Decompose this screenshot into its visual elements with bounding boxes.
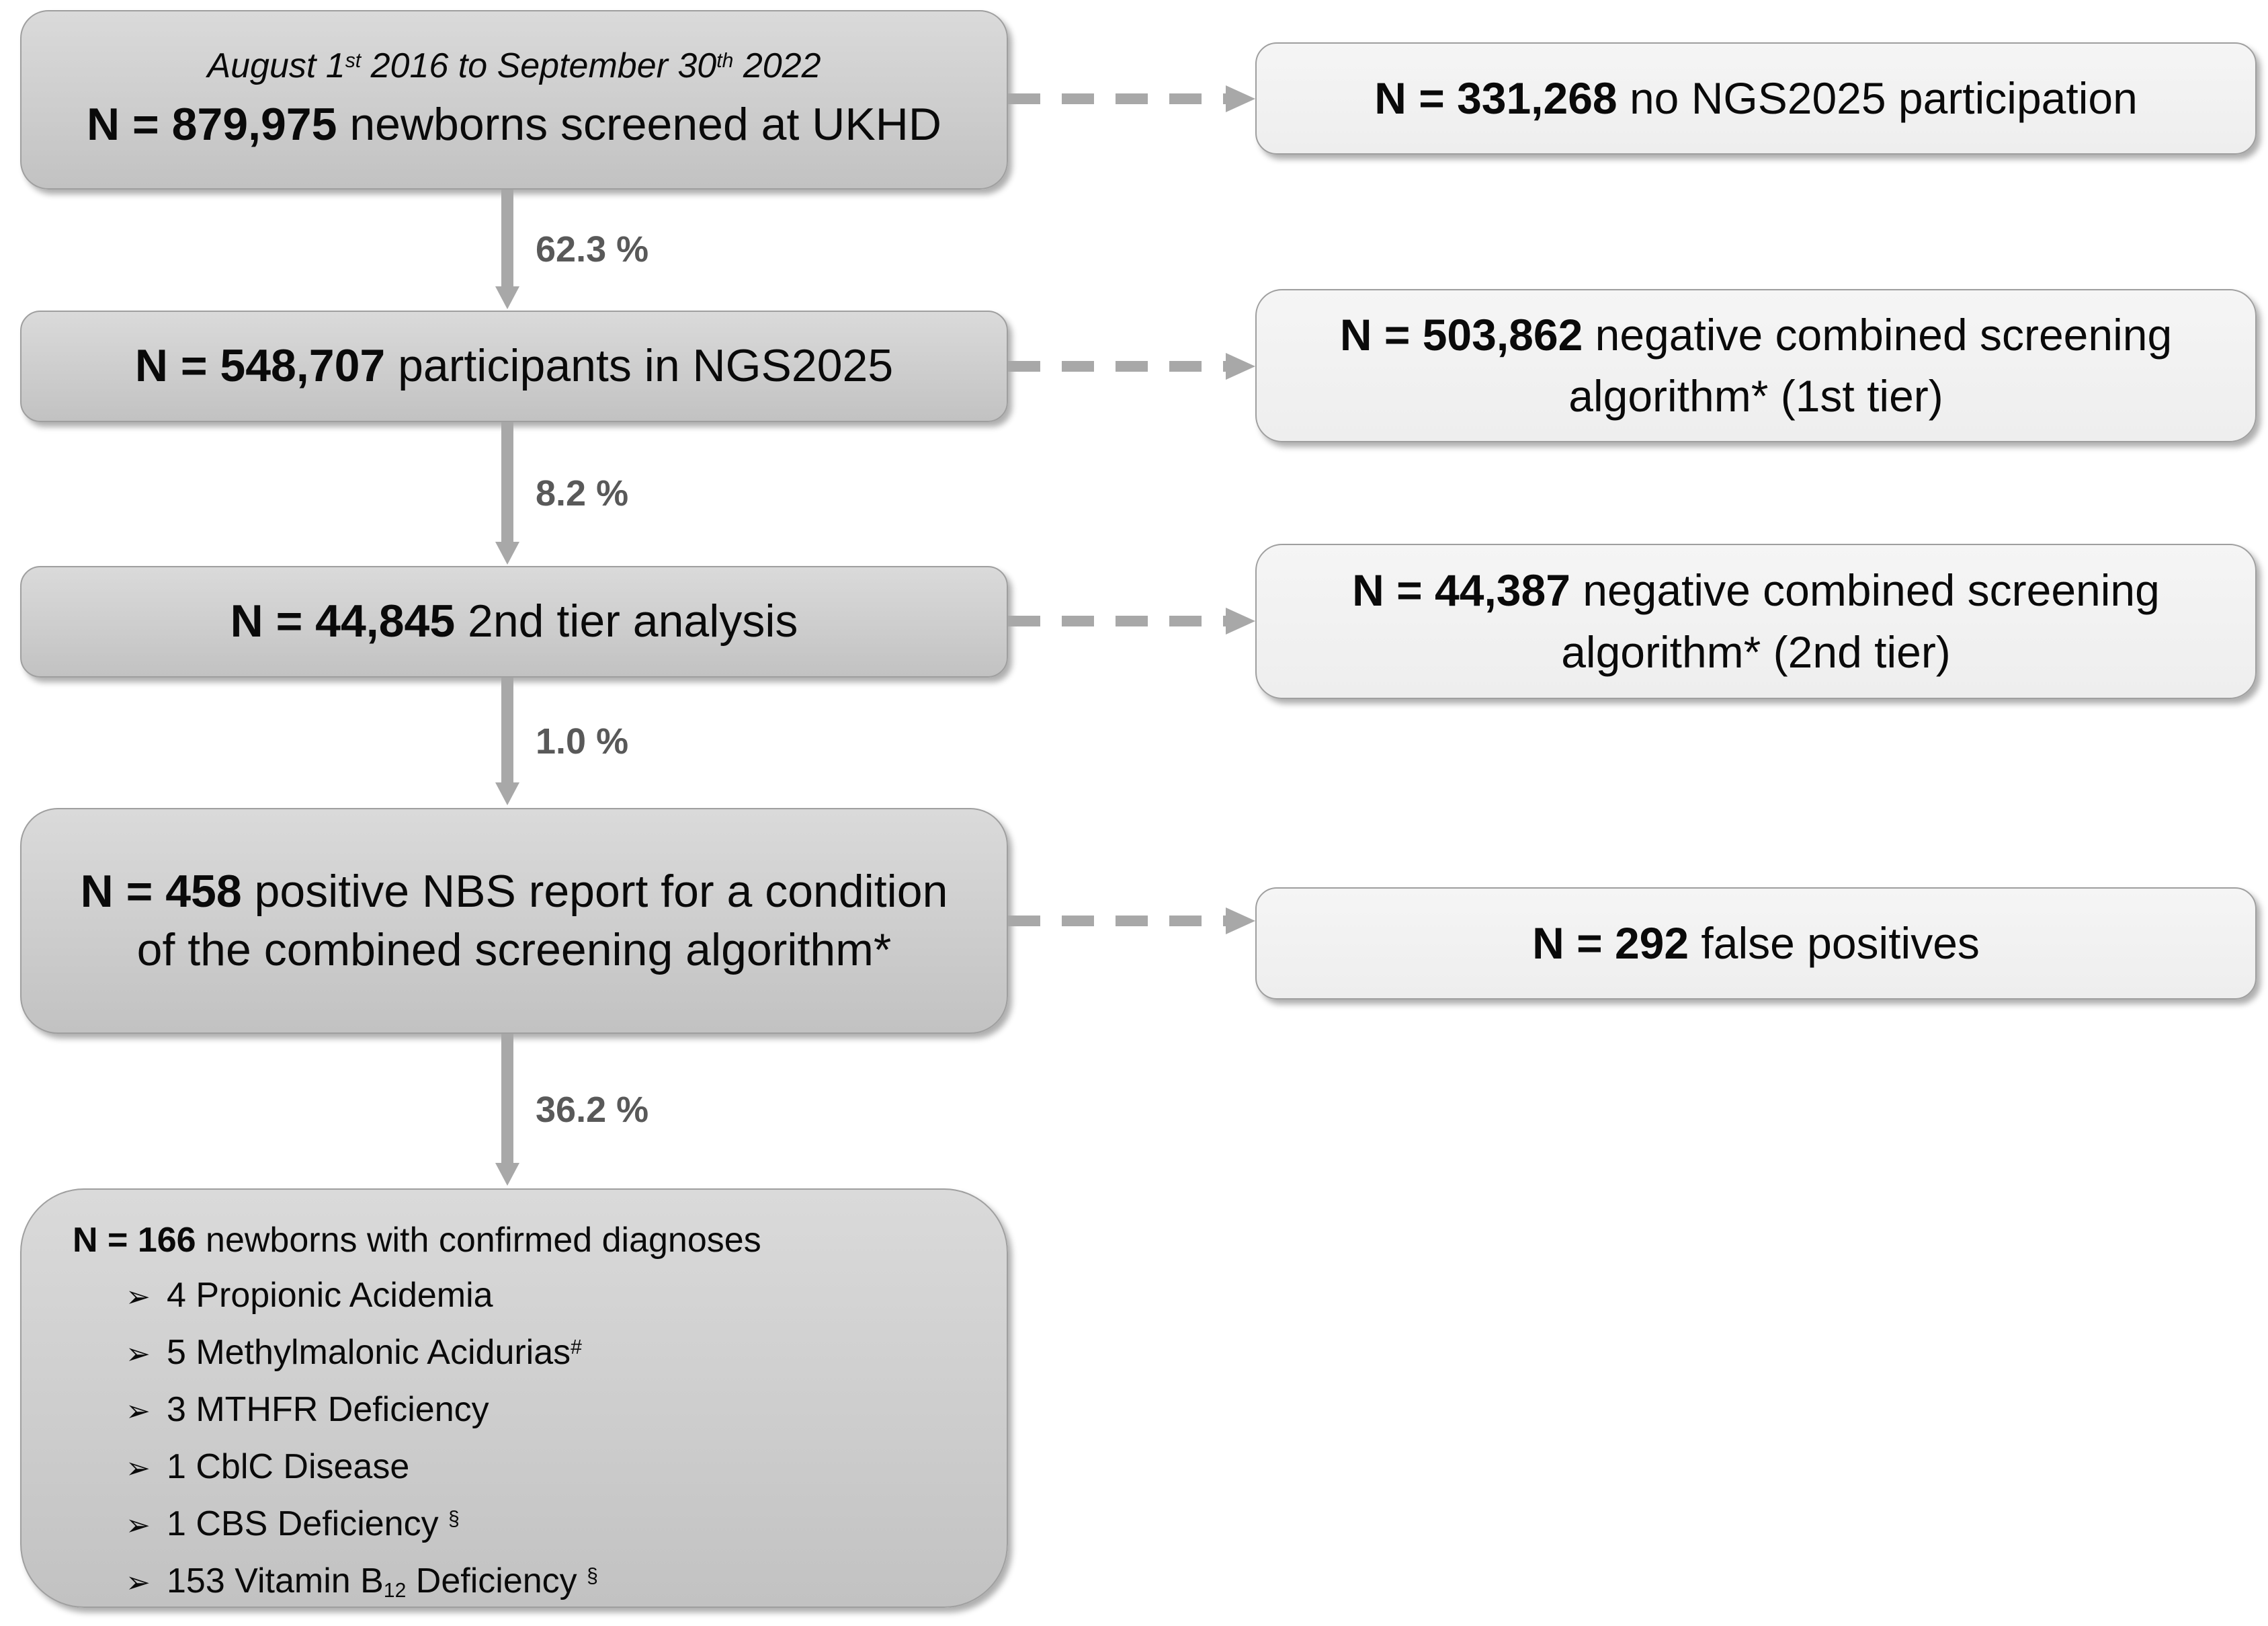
node-label: negative combined screening algorithm* (… [1561,565,2160,677]
arrow-bullet-icon: ➢ [126,1566,151,1600]
count-value: N = 292 [1532,918,1689,968]
arrow-bullet-icon: ➢ [126,1508,151,1543]
count-value: N = 44,387 [1352,565,1570,616]
diagnosis-text: 4 Propionic Acidemia [167,1276,493,1315]
diagnosis-text: 3 MTHFR Deficiency [167,1390,489,1429]
diagnosis-text: 5 Methylmalonic Acidurias# [167,1333,582,1372]
node-label: false positives [1689,918,1980,968]
arrow-bullet-icon: ➢ [126,1337,151,1371]
node-label: 2nd tier analysis [455,596,798,647]
count-value: N = 879,975 [87,98,337,150]
exclusion-arrow-2 [1008,341,1255,392]
exclusion-arrow-3 [1008,596,1255,647]
sup-marker: § [448,1507,460,1530]
node-confirmed-diagnoses: N = 166 newborns with confirmed diagnose… [20,1188,1008,1608]
node-false-positives: N = 292 false positives [1255,887,2257,1000]
arrow-right-icon [1226,608,1255,635]
dashed-line [1008,361,1228,372]
node-label: newborns with confirmed diagnoses [196,1221,761,1260]
arrow-down-icon [495,782,519,805]
dashed-line [1008,916,1228,926]
node-text: N = 44,845 2nd tier analysis [230,592,798,651]
arrow-right-icon [1226,353,1255,380]
flow-arrow-3: 1.0 % [495,678,628,805]
exclusion-arrow-4 [1008,895,1255,946]
period-text: 2016 to September 30 [361,46,717,85]
diagnosis-item: ➢ 1 CblC Disease [73,1439,409,1496]
node-label: negative combined screening algorithm* (… [1568,309,2173,421]
arrow-down-icon [495,286,519,309]
flow-arrow-1: 62.3 % [495,190,648,309]
node-text: N = 458 positive NBS report for a condit… [69,862,960,979]
dashed-line [1008,93,1228,104]
percent-label: 62.3 % [536,229,649,270]
node-text: N = 44,387 negative combined screening a… [1284,560,2228,682]
node-positive-nbs-report: N = 458 positive NBS report for a condit… [20,808,1008,1034]
node-no-participation: N = 331,268 no NGS2025 participation [1255,42,2257,155]
diagnosis-item: ➢ 153 Vitamin B12 Deficiency § [73,1553,598,1611]
node-text: N = 503,862 negative combined screening … [1284,304,2228,427]
exclusion-arrow-1 [1008,73,1255,124]
diagnosis-item: ➢ 1 CBS Deficiency § [73,1496,460,1553]
diagnosis-item: ➢ 3 MTHFR Deficiency [73,1382,489,1439]
diagnosis-text: 153 Vitamin B12 Deficiency § [167,1561,598,1602]
diagnosis-item: ➢ 4 Propionic Acidemia [73,1268,493,1325]
sup-marker: st [345,49,362,72]
diagnosis-text: 1 CBS Deficiency § [167,1504,460,1543]
count-value: N = 331,268 [1374,73,1618,123]
node-label: participants in NGS2025 [385,340,894,392]
node-label: positive NBS report for a condition of t… [136,865,948,975]
node-negative-1st-tier: N = 503,862 negative combined screening … [1255,289,2257,442]
dashed-line [1008,616,1228,626]
count-value: N = 458 [80,865,242,917]
node-2nd-tier-analysis: N = 44,845 2nd tier analysis [20,566,1008,678]
count-value: N = 166 [73,1221,196,1260]
percent-label: 36.2 % [536,1090,649,1130]
flow-arrow-2: 8.2 % [495,422,628,565]
sub-marker: 12 [383,1579,407,1602]
arrow-stem [501,678,513,784]
arrow-down-icon [495,542,519,565]
sup-marker: th [716,49,734,72]
sup-marker: # [571,1336,582,1358]
diagnosis-item: ➢ 5 Methylmalonic Acidurias# [73,1325,582,1382]
node-negative-2nd-tier: N = 44,387 negative combined screening a… [1255,544,2257,699]
count-value: N = 503,862 [1339,309,1583,360]
arrow-stem [501,1034,513,1164]
count-value: N = 548,707 [134,340,386,392]
arrow-right-icon [1226,907,1255,934]
arrow-stem [501,422,513,543]
node-text: N = 548,707 participants in NGS2025 [135,337,893,395]
arrow-bullet-icon: ➢ [126,1451,151,1486]
node-text: N = 292 false positives [1532,913,1980,974]
sup-marker: § [587,1564,598,1587]
arrow-bullet-icon: ➢ [126,1280,151,1314]
node-ngs2025-participants: N = 548,707 participants in NGS2025 [20,311,1008,422]
period-text: August 1 [207,46,345,85]
flow-arrow-4: 36.2 % [495,1034,648,1186]
node-text: N = 879,975 newborns screened at UKHD [87,95,941,154]
period-text: 2022 [733,46,821,85]
count-value: N = 44,845 [230,596,456,647]
arrow-stem [501,190,513,288]
node-text: N = 166 newborns with confirmed diagnose… [73,1213,761,1268]
percent-label: 1.0 % [536,721,629,762]
node-text: N = 331,268 no NGS2025 participation [1374,68,2138,129]
diagnosis-text: 1 CblC Disease [167,1447,410,1486]
arrow-down-icon [495,1163,519,1186]
percent-label: 8.2 % [536,473,629,514]
node-screened-ukhd: August 1st 2016 to September 30th 2022 N… [20,10,1008,190]
arrow-right-icon [1226,85,1255,112]
node-label: no NGS2025 participation [1617,73,2138,123]
node-label: newborns screened at UKHD [337,98,941,150]
arrow-bullet-icon: ➢ [126,1394,151,1428]
study-period: August 1st 2016 to September 30th 2022 [207,46,821,86]
